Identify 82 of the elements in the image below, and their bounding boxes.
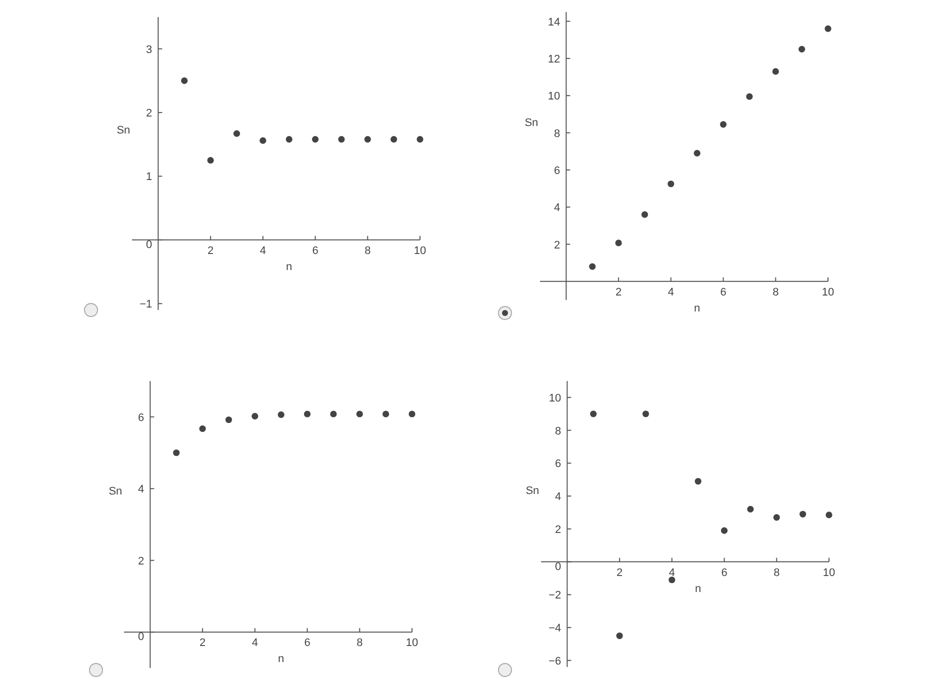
y-tick-label: 4 [555, 491, 562, 504]
y-tick-label: 6 [138, 412, 144, 424]
point [824, 25, 832, 32]
point [338, 136, 345, 143]
x-tick-label: 2 [207, 244, 214, 257]
x-tick-label: 4 [260, 244, 266, 257]
y-tick-label: 2 [138, 555, 144, 568]
point [312, 136, 319, 143]
x-tick-label: 4 [252, 637, 258, 650]
y-tick-label: 2 [146, 108, 152, 120]
x-tick-label: 10 [822, 566, 836, 579]
point [747, 506, 754, 513]
x-tick-label: 2 [615, 286, 622, 298]
x-tick-label: 4 [668, 286, 674, 298]
point [694, 150, 700, 157]
y-tick-label: −4 [548, 622, 562, 635]
point [642, 410, 650, 418]
y-tick-label: −6 [548, 655, 562, 668]
x-tick-label: 10 [406, 637, 418, 650]
y-tick-label: 8 [555, 425, 562, 438]
y-tick-label: −2 [548, 590, 562, 602]
y-axis-title: Sn [526, 485, 540, 497]
x-axis-title: n [278, 653, 284, 666]
point [720, 121, 727, 128]
x-tick-label: 4 [668, 566, 675, 579]
y-tick-label: 6 [554, 164, 560, 177]
x-tick-label: 6 [304, 637, 310, 650]
x-tick-label: 6 [721, 566, 728, 579]
y-axis-title: Sn [108, 486, 122, 498]
x-tick-label: 10 [414, 244, 426, 257]
point [390, 136, 398, 143]
y-axis-title: Sn [524, 117, 538, 129]
y-tick-label: −1 [140, 298, 152, 311]
point [181, 77, 188, 84]
point [694, 478, 702, 485]
x-tick-label: 6 [720, 286, 726, 298]
point [641, 211, 648, 218]
x-axis-title: n [695, 582, 702, 595]
point [668, 180, 674, 188]
point [720, 527, 728, 534]
y-tick-label: 8 [554, 128, 560, 140]
point [416, 136, 424, 143]
point [260, 137, 266, 144]
x-tick-label: 8 [364, 244, 371, 257]
x-axis-title: n [694, 302, 700, 314]
y-tick-label: 6 [555, 458, 562, 470]
x-tick-label: 10 [822, 286, 834, 298]
point [826, 512, 832, 518]
x-tick-label: 8 [772, 286, 779, 298]
point [207, 157, 214, 164]
y-axis-title: Sn [116, 124, 130, 136]
y-tick-label: 10 [548, 90, 560, 103]
x-tick-label: 6 [312, 244, 318, 257]
point [668, 576, 676, 584]
point [233, 130, 240, 137]
point [589, 263, 596, 270]
point [590, 410, 597, 418]
y-tick-label: 2 [555, 524, 562, 536]
x-tick-label: 8 [774, 566, 780, 579]
point [364, 136, 371, 143]
y-tick-label: 0 [555, 560, 562, 573]
y-tick-label: 3 [146, 44, 152, 56]
point [746, 93, 753, 100]
x-tick-label: 2 [199, 637, 206, 650]
y-tick-label: 0 [138, 631, 144, 644]
y-tick-label: 12 [548, 53, 560, 66]
point [773, 514, 780, 521]
y-tick-label: 0 [146, 238, 152, 251]
point [800, 510, 806, 518]
y-tick-label: 1 [146, 171, 152, 184]
y-tick-label: 4 [138, 484, 144, 496]
y-tick-label: 4 [554, 202, 560, 214]
y-tick-label: 10 [548, 392, 562, 404]
x-tick-label: 2 [616, 566, 623, 579]
point [286, 136, 292, 143]
y-tick-label: 14 [548, 16, 560, 28]
x-axis-title: n [286, 260, 292, 273]
x-tick-label: 8 [356, 637, 363, 650]
point [616, 632, 623, 640]
point [615, 240, 622, 246]
point [798, 46, 806, 52]
point [772, 68, 779, 75]
